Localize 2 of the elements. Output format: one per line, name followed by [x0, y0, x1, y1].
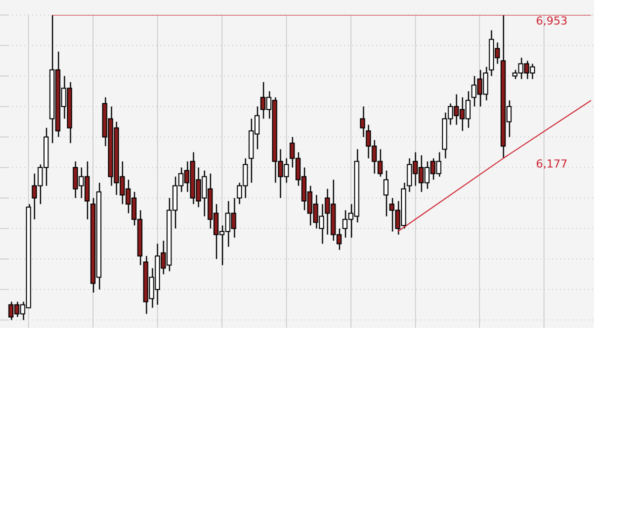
- annotation: 6,177: [536, 158, 568, 171]
- annotation: 6,953: [536, 14, 568, 28]
